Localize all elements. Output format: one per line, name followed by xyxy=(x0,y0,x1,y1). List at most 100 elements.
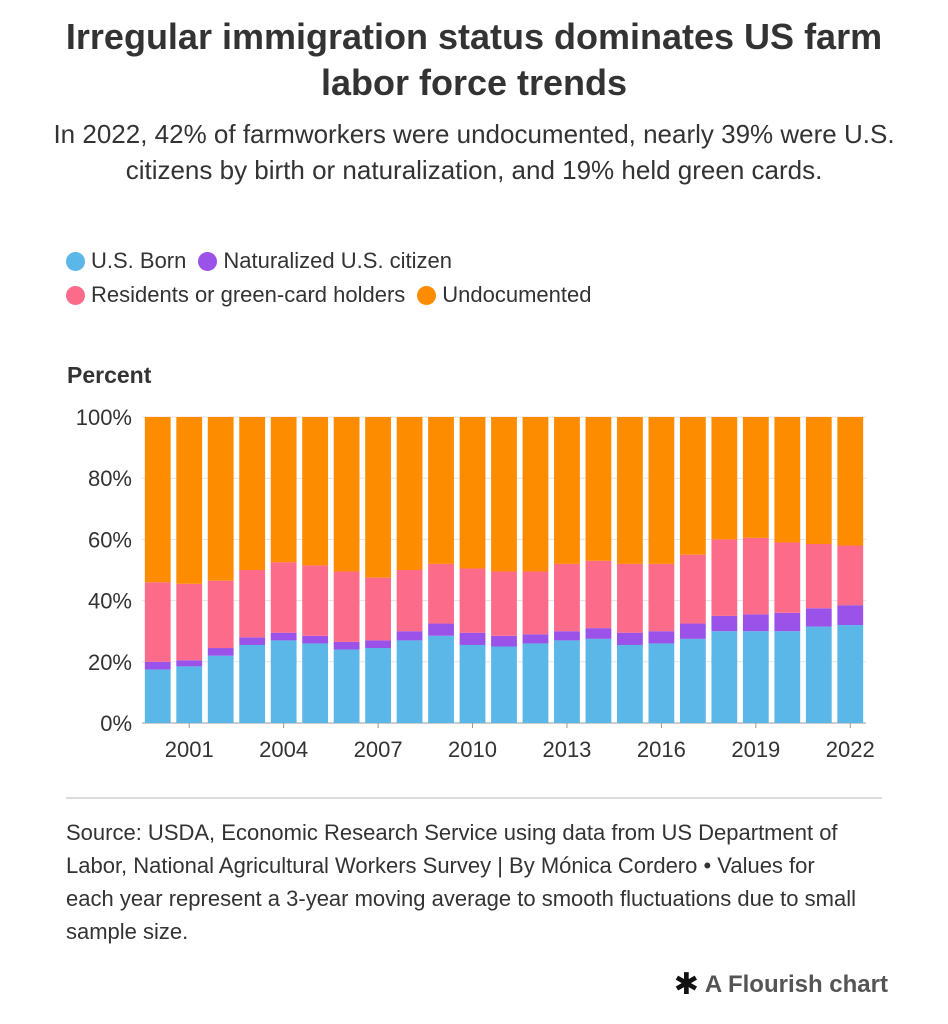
bar-segment xyxy=(774,542,801,613)
bar-segment xyxy=(428,623,454,636)
y-tick-label: 60% xyxy=(88,527,132,552)
bar-segment xyxy=(711,615,738,632)
bar-segment xyxy=(428,417,454,564)
bar-segment xyxy=(207,655,234,723)
bar-segment xyxy=(396,631,423,641)
y-tick-label: 20% xyxy=(88,650,132,675)
stacked-bar-chart: 0% 20% 40% 60% 80% 100% 2001 2004 2007 2010 2013 20… xyxy=(76,405,875,762)
legend-item-us-born[interactable]: U.S. Born xyxy=(66,244,186,278)
bar-segment xyxy=(365,577,391,641)
footer-divider xyxy=(66,797,882,799)
legend-item-residents[interactable]: Residents or green-card holders xyxy=(66,278,405,312)
bar-segment xyxy=(176,583,203,661)
bar-segment xyxy=(144,661,171,670)
bar-segment xyxy=(805,608,832,627)
bar-segment xyxy=(207,648,234,656)
bar-segment xyxy=(491,571,517,636)
bar-segment xyxy=(837,417,864,546)
y-tick-label: 0% xyxy=(100,711,132,736)
bar-segment xyxy=(333,417,360,572)
bar-segment xyxy=(144,582,171,662)
bar-segment xyxy=(648,417,675,564)
bar-segment xyxy=(428,635,454,723)
bar-segment xyxy=(585,417,612,561)
bar-segment xyxy=(554,631,580,641)
bar-segment xyxy=(805,626,832,723)
bar-segment xyxy=(837,605,864,626)
x-tick-label: 2019 xyxy=(731,737,780,762)
x-tick-label: 2007 xyxy=(354,737,403,762)
bar-segment xyxy=(396,640,423,723)
bar-segment xyxy=(176,417,203,584)
x-tick-label: 2022 xyxy=(826,737,875,762)
flourish-asterisk-icon: ✱ xyxy=(673,968,699,1001)
bar-segment xyxy=(648,631,675,644)
bar-segment xyxy=(459,632,486,645)
bar-segment xyxy=(459,417,486,569)
bar-segment xyxy=(617,632,643,645)
bar-segment xyxy=(207,417,234,581)
bar-segment xyxy=(239,570,266,638)
bar-segment xyxy=(648,643,675,723)
bar-segment xyxy=(617,563,643,633)
legend-item-undocumented[interactable]: Undocumented xyxy=(417,278,592,312)
bar-segment xyxy=(679,554,706,624)
bar-segment xyxy=(742,537,769,615)
bar-segment xyxy=(459,644,486,723)
bar-segment xyxy=(459,568,486,633)
x-tick-label: 2016 xyxy=(637,737,686,762)
bar-segment xyxy=(522,634,549,644)
bar-segment xyxy=(522,643,549,723)
legend-item-naturalized[interactable]: Naturalized U.S. citizen xyxy=(198,244,452,278)
bar-segment xyxy=(805,417,832,544)
bar-segment xyxy=(585,628,612,639)
bar-segment xyxy=(144,417,171,583)
bar-segment xyxy=(522,571,549,635)
bar-segment xyxy=(711,631,738,723)
y-tick-label: 80% xyxy=(88,466,132,491)
bar-segment xyxy=(491,646,517,723)
bar-segment xyxy=(302,565,329,636)
bar-segment xyxy=(333,571,360,642)
flourish-credit[interactable]: ✱ A Flourish chart xyxy=(674,970,888,1000)
bar-segment xyxy=(679,623,706,639)
legend-swatch-naturalized xyxy=(198,251,218,271)
bar-segment xyxy=(805,543,832,609)
legend-label-naturalized: Naturalized U.S. citizen xyxy=(223,248,453,273)
legend-label-us-born: U.S. Born xyxy=(91,248,187,273)
bar-segment xyxy=(711,417,738,540)
bar-segment xyxy=(774,417,801,543)
legend-label-residents: Residents or green-card holders xyxy=(91,282,406,307)
legend: U.S. Born Naturalized U.S. citizen Resid… xyxy=(66,244,886,312)
bar-segment xyxy=(302,643,329,723)
bar-segment xyxy=(333,649,360,723)
bar-segment xyxy=(491,635,517,647)
bar-segment xyxy=(365,648,391,723)
x-tick-label: 2013 xyxy=(542,737,591,762)
bar-segment xyxy=(554,417,580,564)
bar-segment xyxy=(207,580,234,649)
bar-segment xyxy=(679,417,706,555)
bar-segment xyxy=(617,644,643,723)
bar-segment xyxy=(365,640,391,649)
source-note: Source: USDA, Economic Research Service … xyxy=(66,820,856,944)
bar-segment xyxy=(837,625,864,723)
bar-segment xyxy=(396,417,423,570)
bar-segment xyxy=(239,644,266,723)
x-tick-label: 2010 xyxy=(448,737,497,762)
chart-title: Irregular immigration status dominates U… xyxy=(65,16,883,103)
x-tick-label: 2004 xyxy=(259,737,308,762)
bar-segment xyxy=(711,539,738,616)
bar-segment xyxy=(176,666,203,723)
bar-segment xyxy=(428,563,454,624)
y-tick-label: 40% xyxy=(88,589,132,614)
bar-segment xyxy=(270,640,297,723)
bar-segment xyxy=(742,417,769,538)
y-axis-label: Percent xyxy=(67,362,152,388)
bar-segment xyxy=(837,545,864,606)
bar-segment xyxy=(585,560,612,629)
bar-segment xyxy=(679,638,706,723)
chart-subtitle: In 2022, 42% of farmworkers were undocum… xyxy=(53,119,895,185)
legend-swatch-residents xyxy=(66,285,85,305)
x-tick-label: 2001 xyxy=(165,737,214,762)
